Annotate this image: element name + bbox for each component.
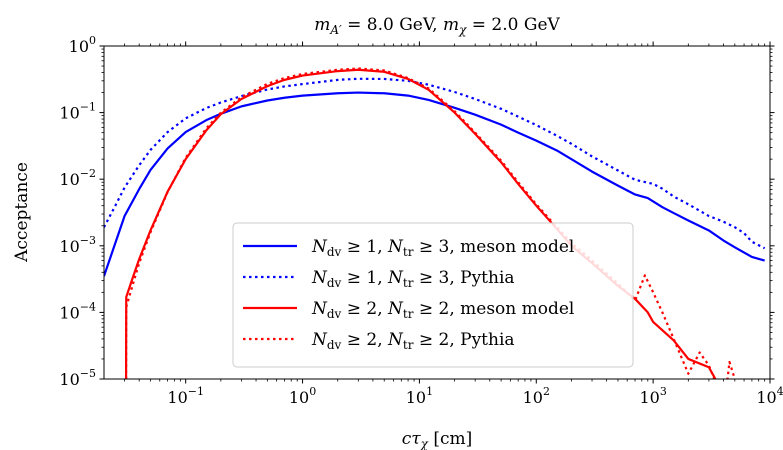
plot-frame xyxy=(103,45,771,380)
title-sub1: A′ xyxy=(329,23,342,37)
x-tick-label: 104 xyxy=(756,385,783,407)
x-label-unit: [cm] xyxy=(428,429,472,449)
title-eq1: = 8.0 GeV, xyxy=(342,15,443,35)
y-tick-label: 10−1 xyxy=(59,101,96,123)
x-label-main: cτ xyxy=(402,429,422,449)
y-tick-label: 10−3 xyxy=(59,234,96,256)
ticks-layer: 10−1 100 101 102 103 104 10−5 10−4 10−3 10−2 10−1 1… xyxy=(59,34,783,407)
title-m2: m xyxy=(443,15,459,35)
series-line-3 xyxy=(124,68,717,379)
title-m1: m xyxy=(314,15,330,35)
x-tick-label: 103 xyxy=(639,385,666,407)
y-tick-label: 10−5 xyxy=(59,367,96,389)
legend-label-1: Ndv ≥ 1, Ntr ≥ 3, meson model xyxy=(311,237,574,259)
legend-label-2: Ndv ≥ 1, Ntr ≥ 3, Pythia xyxy=(311,268,515,290)
series-line-1 xyxy=(104,91,765,277)
y-tick-label: 10−2 xyxy=(59,167,96,189)
legend: Ndv ≥ 1, Ntr ≥ 3, meson model Ndv ≥ 1, Nt… xyxy=(232,222,634,368)
legend-label-4: Ndv ≥ 2, Ntr ≥ 2, Pythia xyxy=(311,330,515,352)
x-tick-label: 100 xyxy=(289,385,316,407)
svg-text:mA′ = 8.0 GeV, mχ = 2.0 GeV: mA′ = 8.0 GeV, mχ = 2.0 GeV xyxy=(314,15,560,37)
x-tick-label: 101 xyxy=(406,385,433,407)
title-sub2: χ xyxy=(458,23,467,37)
y-axis-label: Acceptance xyxy=(12,162,32,263)
legend-box xyxy=(232,222,634,368)
chart-title: mA′ = 8.0 GeV, mχ = 2.0 GeV xyxy=(314,15,560,37)
series-layer xyxy=(104,67,766,379)
x-label-sub: χ xyxy=(420,437,429,450)
title-eq2: = 2.0 GeV xyxy=(466,15,560,35)
x-tick-label: 10−1 xyxy=(167,385,204,407)
x-tick-label: 102 xyxy=(523,385,550,407)
legend-label-3: Ndv ≥ 2, Ntr ≥ 2, meson model xyxy=(311,299,574,321)
y-tick-label: 10−4 xyxy=(59,300,96,322)
x-axis-label: cτχ [cm] xyxy=(402,429,473,450)
y-tick-label: 100 xyxy=(69,34,96,56)
series-line-4 xyxy=(124,67,736,379)
